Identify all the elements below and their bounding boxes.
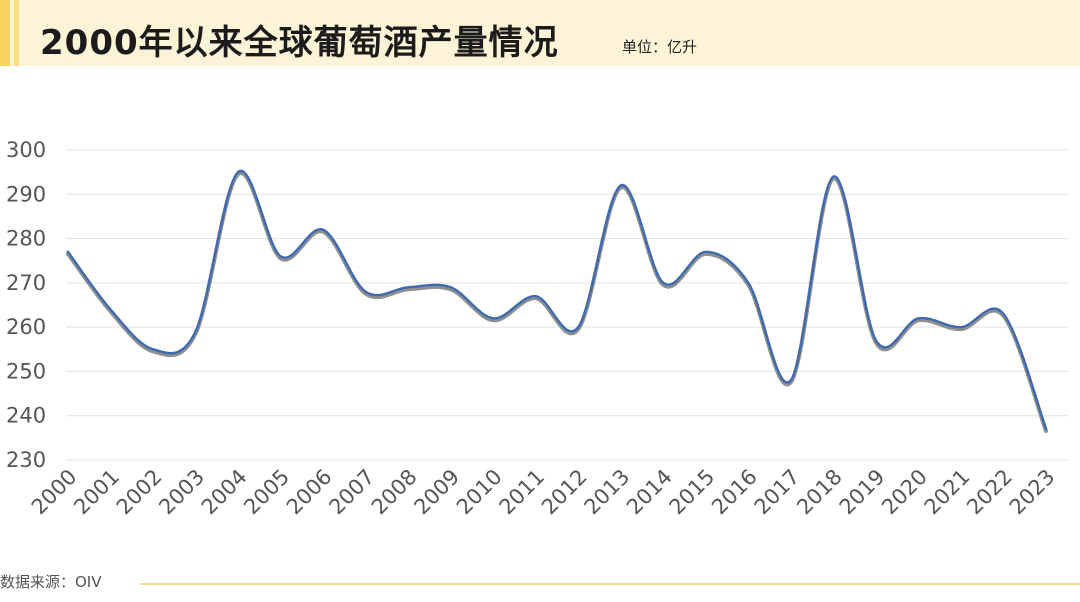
y-tick-label: 290	[6, 182, 46, 206]
title-banner: 2000年以来全球葡萄酒产量情况 单位：亿升	[0, 0, 1080, 66]
gridlines	[66, 149, 1068, 461]
title-accent-bar-thin	[14, 0, 19, 66]
x-tick-label: 2007	[324, 465, 379, 520]
x-tick-label: 2020	[877, 465, 932, 520]
x-tick-label: 2015	[665, 465, 720, 520]
x-tick-label: 2022	[962, 465, 1017, 520]
data-point-2011	[534, 294, 537, 298]
x-tick-label: 2006	[282, 465, 337, 520]
data-point-2006	[321, 228, 325, 231]
data-point-2009	[449, 286, 452, 289]
series-line-shadow	[66, 170, 1048, 433]
data-point-2014	[662, 281, 665, 285]
series-line	[66, 169, 1048, 431]
x-tick-label: 2005	[239, 465, 294, 520]
data-point-2005	[279, 255, 282, 258]
data-point-2019	[874, 339, 878, 342]
x-tick-label: 2000	[27, 465, 82, 520]
data-point-2022	[1002, 312, 1005, 316]
x-tick-label: 2021	[920, 465, 975, 520]
data-point-2021	[959, 325, 963, 329]
x-tick-label: 2003	[154, 465, 209, 520]
data-point-2003	[194, 330, 197, 333]
y-tick-label: 280	[6, 227, 46, 251]
x-tick-label: 2017	[750, 465, 805, 520]
chart-title: 2000年以来全球葡萄酒产量情况	[40, 23, 559, 63]
x-tick-label: 2014	[622, 465, 677, 520]
title-accent-bar	[0, 0, 10, 66]
data-point-2020	[917, 317, 920, 320]
data-point-2015	[704, 250, 708, 254]
x-axis-tick-labels: 2000200120022003200420052006200720082009…	[27, 465, 1060, 520]
x-tick-label: 2013	[580, 465, 635, 520]
footer-divider	[140, 583, 1080, 585]
data-point-2018	[832, 175, 835, 178]
x-tick-label: 2011	[495, 465, 550, 520]
y-tick-label: 240	[6, 404, 46, 428]
y-tick-label: 230	[6, 448, 46, 472]
y-axis-tick-labels: 230 240 250 260 270 280 290 300	[6, 138, 46, 472]
x-tick-label: 2018	[792, 465, 847, 520]
data-point-2010	[492, 317, 495, 320]
y-tick-label: 270	[6, 271, 46, 295]
data-point-2016	[747, 281, 750, 285]
source-note: 数据来源：OIV	[0, 573, 102, 591]
x-tick-label: 2019	[835, 465, 890, 520]
data-point-2017	[789, 379, 793, 382]
data-point-2008	[406, 286, 410, 289]
x-tick-label: 2002	[112, 465, 167, 520]
x-tick-label: 2012	[537, 465, 592, 520]
x-tick-label: 2004	[197, 465, 252, 520]
y-tick-label: 250	[6, 359, 46, 383]
data-point-2001	[109, 308, 112, 311]
data-point-2012	[577, 325, 580, 329]
unit-label: 单位：亿升	[622, 38, 698, 56]
x-tick-label: 2001	[69, 465, 124, 520]
data-point-2004	[236, 170, 240, 174]
x-tick-label: 2008	[367, 465, 422, 520]
data-point-2002	[151, 348, 155, 351]
y-tick-label: 260	[6, 315, 46, 339]
x-tick-label: 2023	[1005, 465, 1060, 520]
data-point-2000	[66, 250, 70, 254]
x-tick-label: 2016	[707, 465, 762, 520]
x-tick-label: 2009	[409, 465, 464, 520]
data-point-2007	[364, 290, 367, 293]
y-tick-label: 300	[6, 138, 46, 162]
data-point-2013	[619, 184, 622, 187]
data-point-2023	[1044, 427, 1048, 431]
data-points	[66, 170, 1048, 431]
x-tick-label: 2010	[452, 465, 507, 520]
